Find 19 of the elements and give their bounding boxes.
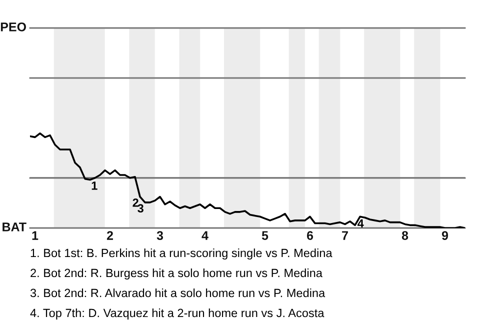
text: 4. Top 7th: D. Vazquez hit a 2-run home run vs J. Acosta	[30, 308, 324, 320]
text: BAT	[2, 222, 26, 232]
text: 1. Bot 1st: B. Perkins hit a run-scoring single vs P. Medina	[30, 248, 332, 260]
x-tick-label: 9	[442, 231, 448, 240]
text: PEO	[0, 22, 26, 32]
x-tick-label: 6	[306, 231, 314, 240]
x-tick-label: 8	[402, 231, 408, 240]
x-tick-label: 4	[202, 231, 208, 240]
text: 2. Bot 2nd: R. Burgess hit a solo home run vs P. Medina	[30, 268, 322, 280]
annotation: 1	[92, 182, 98, 190]
annotation: 2	[132, 198, 138, 207]
x-tick-label: 5	[262, 231, 268, 240]
x-tick-label: 3	[156, 231, 164, 240]
annotation: 4	[358, 219, 364, 228]
annotation: 3	[138, 204, 144, 213]
x-tick-label: 2	[106, 231, 113, 240]
x-tick-label: 1	[32, 231, 38, 240]
x-tick-label: 7	[342, 231, 348, 240]
text: 3. Bot 2nd: R. Alvarado hit a solo home run vs P. Medina	[30, 288, 326, 298]
